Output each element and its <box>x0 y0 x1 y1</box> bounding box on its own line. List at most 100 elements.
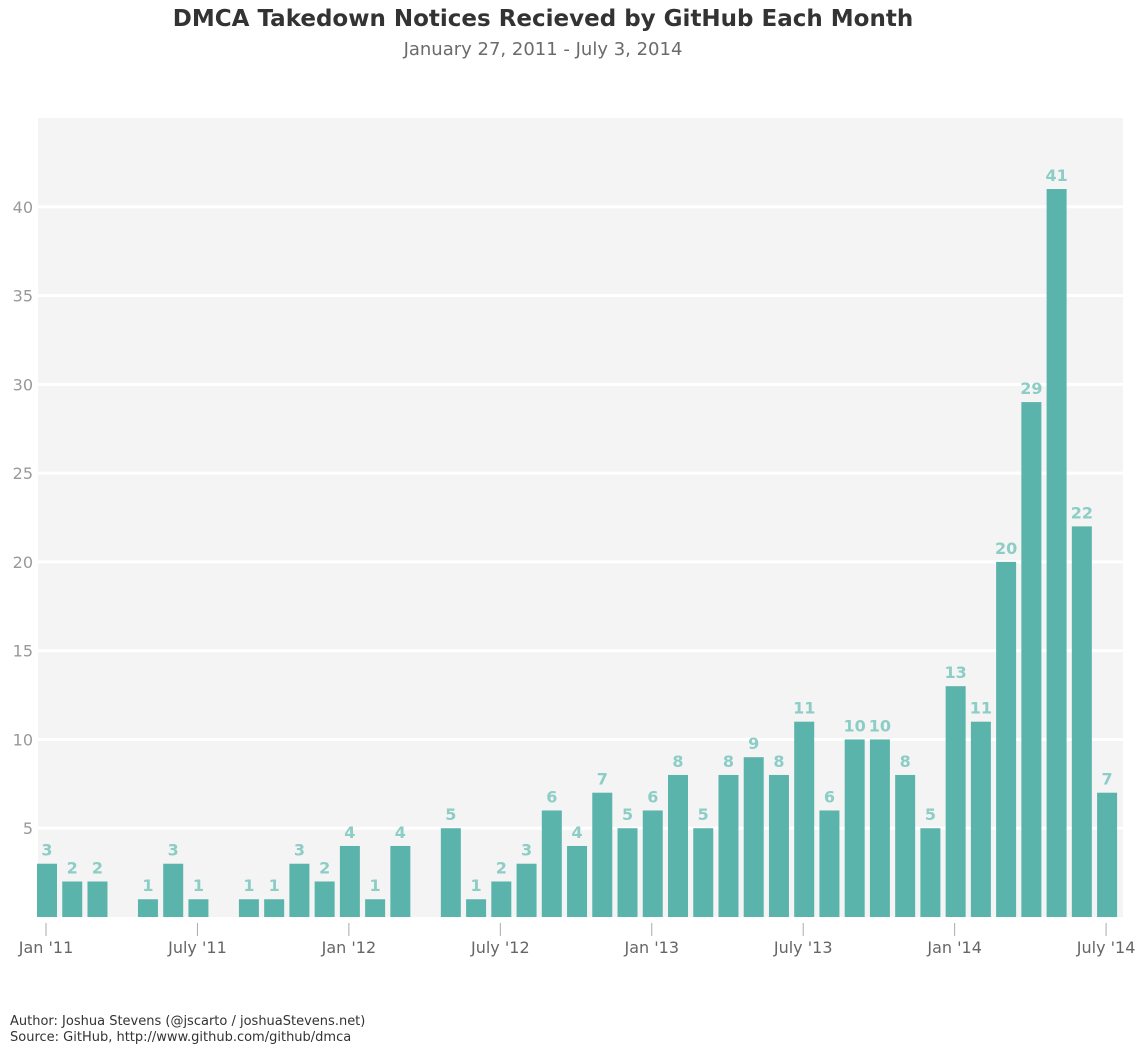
chart-title: DMCA Takedown Notices Recieved by GitHub… <box>172 6 914 32</box>
bar <box>1097 792 1118 917</box>
y-tick-label: 5 <box>23 819 33 838</box>
chart-subtitle: January 27, 2011 - July 3, 2014 <box>403 39 683 60</box>
data-label: 13 <box>945 663 967 682</box>
data-label: 6 <box>647 787 658 806</box>
data-label: 1 <box>471 876 482 895</box>
data-label: 2 <box>67 858 78 877</box>
bar <box>617 828 638 917</box>
bar <box>1071 526 1092 917</box>
bar <box>163 863 184 917</box>
bar <box>289 863 310 917</box>
data-label: 2 <box>496 858 507 877</box>
data-label: 10 <box>844 716 866 735</box>
y-tick-label: 40 <box>13 198 33 217</box>
data-label: 10 <box>869 716 891 735</box>
data-label: 1 <box>142 876 153 895</box>
author-credit: Author: Joshua Stevens (@jscarto / joshu… <box>10 1014 366 1029</box>
x-tick-label: July '13 <box>773 938 833 957</box>
bar <box>567 845 588 917</box>
bar <box>920 828 941 917</box>
bar <box>238 899 259 917</box>
data-label: 1 <box>193 876 204 895</box>
bar <box>137 899 158 917</box>
data-label: 5 <box>698 805 709 824</box>
plot-background <box>38 118 1123 917</box>
data-label: 4 <box>395 823 406 842</box>
bar <box>491 881 512 917</box>
data-label: 9 <box>748 734 759 753</box>
y-tick-label: 25 <box>13 464 33 483</box>
x-axis: Jan '11 July '11 Jan '12 July '12 Jan '13 Jul… <box>18 923 1136 957</box>
data-label: 6 <box>546 787 557 806</box>
data-label: 8 <box>773 752 784 771</box>
y-tick-label: 10 <box>13 730 33 749</box>
bar <box>87 881 108 917</box>
data-label: 1 <box>269 876 280 895</box>
bar <box>1046 189 1067 917</box>
bar <box>895 774 916 917</box>
data-label: 11 <box>970 699 992 718</box>
bar <box>466 899 487 917</box>
bar <box>62 881 83 917</box>
y-tick-label: 35 <box>13 287 33 306</box>
x-tick-label: July '12 <box>470 938 530 957</box>
bar <box>869 739 890 917</box>
data-label: 7 <box>1102 770 1113 789</box>
data-label: 29 <box>1020 379 1042 398</box>
data-label: 1 <box>243 876 254 895</box>
bar <box>339 845 360 917</box>
bar <box>642 810 663 917</box>
data-label: 11 <box>793 699 815 718</box>
bar <box>718 774 739 917</box>
bar <box>1021 402 1042 918</box>
bar <box>668 774 688 917</box>
x-tick-label: Jan '11 <box>18 938 74 957</box>
data-label: 5 <box>925 805 936 824</box>
data-label: 6 <box>824 787 835 806</box>
data-label: 2 <box>92 858 103 877</box>
data-label: 1 <box>370 876 381 895</box>
x-tick-label: Jan '12 <box>321 938 377 957</box>
gridlines <box>38 205 1123 830</box>
data-label: 41 <box>1045 166 1067 185</box>
bar <box>743 757 764 917</box>
y-axis: 5 10 15 20 25 30 35 40 <box>13 198 33 838</box>
data-label: 5 <box>445 805 456 824</box>
x-tick-label: July '11 <box>167 938 227 957</box>
x-tick-label: Jan '13 <box>624 938 680 957</box>
data-label: 22 <box>1071 503 1093 522</box>
x-tick-label: Jan '14 <box>926 938 982 957</box>
bar <box>37 863 57 917</box>
data-label: 20 <box>995 539 1017 558</box>
bars <box>37 189 1118 918</box>
bar <box>945 686 966 917</box>
data-label: 8 <box>672 752 683 771</box>
data-label: 2 <box>319 858 330 877</box>
credits: Author: Joshua Stevens (@jscarto / joshu… <box>10 1014 365 1046</box>
y-tick-label: 20 <box>13 553 33 572</box>
bar <box>264 899 285 917</box>
data-label: 3 <box>294 841 305 860</box>
bar <box>440 828 461 917</box>
data-label: 4 <box>344 823 355 842</box>
bar <box>592 792 613 917</box>
bar <box>844 739 865 917</box>
source-credit: Source: GitHub, http://www.github.com/gi… <box>10 1030 352 1045</box>
bar <box>996 561 1017 917</box>
bar <box>693 828 714 917</box>
data-label: 7 <box>597 770 608 789</box>
data-label: 8 <box>723 752 734 771</box>
x-tick-label: July '14 <box>1076 938 1136 957</box>
data-label: 4 <box>571 823 582 842</box>
bar <box>390 845 411 917</box>
bar <box>794 721 815 917</box>
bar <box>768 774 789 917</box>
bar <box>541 810 562 917</box>
y-tick-label: 30 <box>13 375 33 394</box>
data-label: 3 <box>41 841 52 860</box>
bar <box>970 721 991 917</box>
data-label: 3 <box>521 841 532 860</box>
bar <box>365 899 386 917</box>
